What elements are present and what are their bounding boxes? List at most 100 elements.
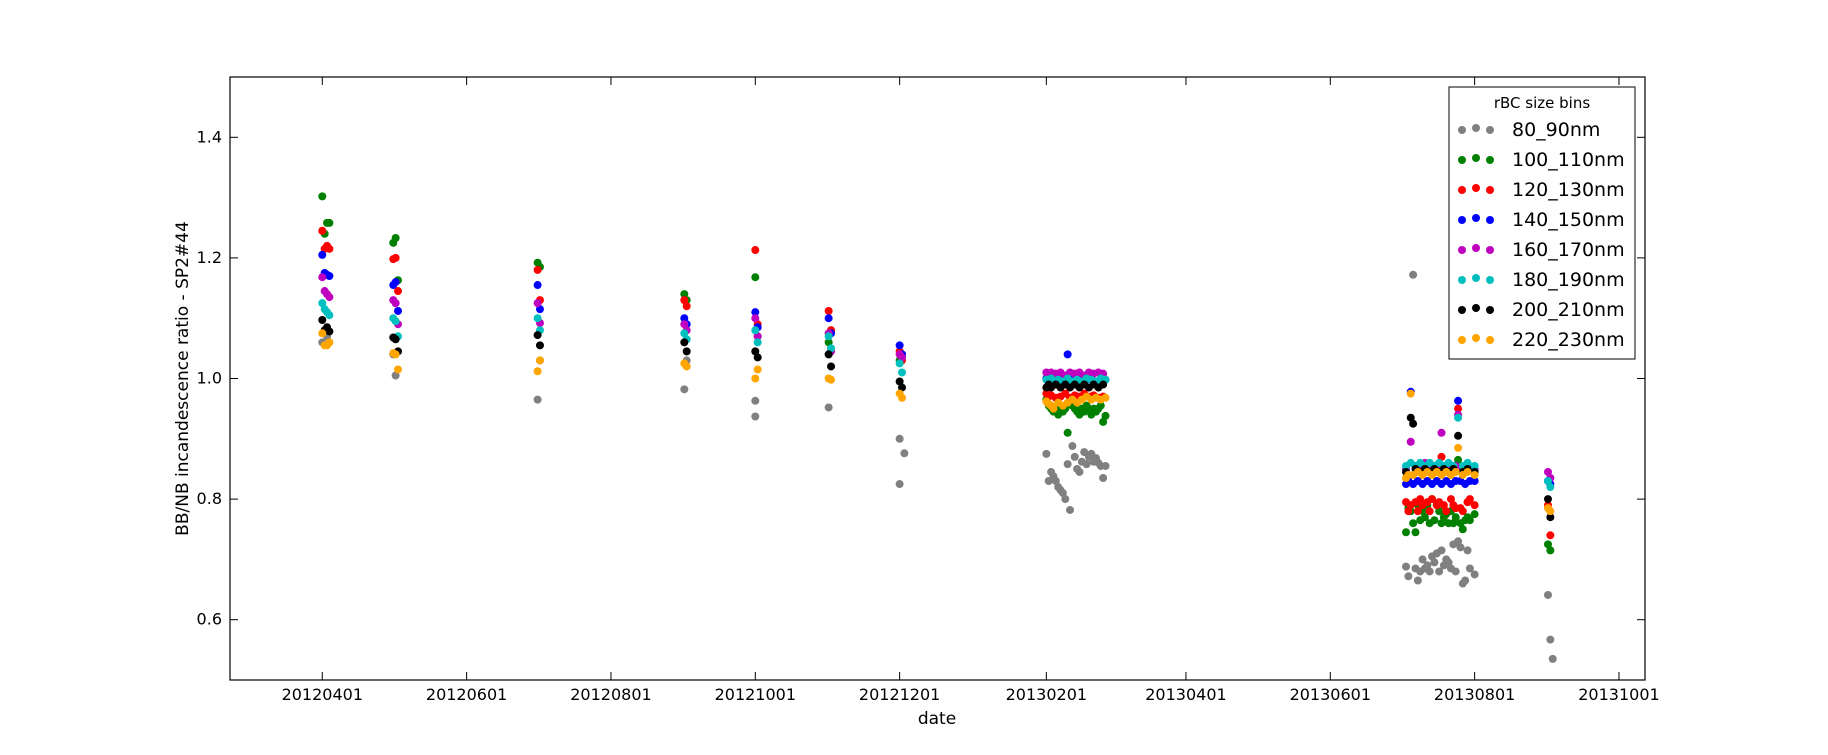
legend-marker [1458, 156, 1466, 164]
x-tick-label: 20130201 [1006, 685, 1087, 704]
data-point [1063, 428, 1072, 437]
data-point [680, 296, 689, 305]
y-tick-label: 1.4 [197, 127, 222, 146]
data-point [680, 385, 689, 394]
data-point [1435, 567, 1444, 576]
data-point [318, 273, 327, 282]
data-point [753, 353, 762, 362]
data-point [1402, 528, 1411, 537]
x-tick-label: 20130601 [1290, 685, 1371, 704]
data-point [827, 362, 836, 371]
legend-marker [1458, 306, 1466, 314]
data-point [1456, 543, 1465, 552]
legend-label: 180_190nm [1512, 269, 1625, 291]
legend-item: 200_210nm [1458, 299, 1625, 321]
data-point [391, 317, 400, 326]
legend-marker [1472, 304, 1480, 312]
data-point [824, 314, 833, 323]
data-point [1546, 531, 1555, 540]
data-point [394, 287, 402, 296]
data-point [753, 338, 762, 347]
data-point [1546, 513, 1555, 522]
data-point [680, 329, 689, 338]
data-point [751, 347, 760, 356]
legend-item: 140_150nm [1458, 209, 1625, 231]
data-point [1442, 507, 1451, 516]
legend-marker [1472, 274, 1480, 282]
data-point [751, 273, 760, 282]
legend-marker [1458, 126, 1466, 134]
data-point [1070, 452, 1079, 461]
data-point [1430, 516, 1439, 525]
data-point [1063, 350, 1072, 359]
data-point [1470, 570, 1479, 579]
data-point [1454, 396, 1463, 405]
data-point [391, 335, 400, 344]
data-point [827, 375, 836, 384]
data-point [318, 250, 327, 259]
data-point [391, 278, 400, 287]
x-axis-label: date [918, 709, 956, 729]
data-point [824, 306, 833, 315]
data-point [1546, 635, 1555, 644]
legend-marker [1486, 156, 1494, 164]
legend-label: 200_210nm [1512, 299, 1625, 321]
data-point [1465, 516, 1474, 525]
data-point [1416, 495, 1425, 504]
legend-item: 120_130nm [1458, 179, 1625, 201]
data-point [751, 412, 760, 421]
legend-item: 160_170nm [1458, 239, 1625, 261]
data-point [533, 281, 542, 290]
data-point [325, 327, 334, 336]
data-point [1406, 389, 1415, 398]
data-point [898, 368, 907, 377]
legend-label: 220_230nm [1512, 329, 1625, 351]
data-point [1101, 461, 1110, 470]
x-tick-label: 20120401 [282, 685, 363, 704]
data-point [895, 341, 904, 350]
data-point [1075, 467, 1084, 476]
data-point [1449, 519, 1458, 528]
data-point [1099, 417, 1108, 426]
data-point [1543, 495, 1552, 504]
data-point [1454, 404, 1463, 413]
x-tick-label: 20131001 [1578, 685, 1659, 704]
x-tick-label: 20130801 [1434, 685, 1515, 704]
data-point [898, 353, 907, 362]
data-point [391, 299, 400, 308]
data-point [1402, 562, 1411, 571]
data-point [1096, 401, 1105, 410]
legend-marker [1472, 184, 1480, 192]
data-point [1063, 460, 1072, 469]
series-220_230nm [318, 329, 1555, 516]
data-point [824, 338, 833, 347]
data-point [1543, 590, 1552, 599]
data-point [1437, 546, 1446, 555]
data-point [533, 331, 542, 340]
legend-item: 100_110nm [1458, 149, 1625, 171]
legend-marker [1486, 306, 1494, 314]
legend-marker [1472, 244, 1480, 252]
data-point [1418, 555, 1427, 564]
data-point [751, 308, 760, 317]
legend-marker [1458, 216, 1466, 224]
data-point [1435, 507, 1444, 516]
data-point [1413, 507, 1422, 516]
legend-label: 160_170nm [1512, 239, 1625, 261]
data-point [325, 311, 334, 320]
data-point [1465, 564, 1474, 573]
data-point [533, 299, 542, 308]
data-point [533, 265, 542, 274]
data-point [1411, 528, 1420, 537]
data-point [533, 314, 542, 323]
data-point [1439, 501, 1448, 510]
data-point [318, 299, 327, 308]
data-point [1543, 477, 1552, 486]
data-point [1051, 477, 1060, 486]
data-point [1058, 489, 1067, 498]
data-point [1082, 460, 1091, 469]
legend-marker [1486, 246, 1494, 254]
legend-label: 120_130nm [1512, 179, 1625, 201]
data-point [318, 192, 327, 201]
data-point [1404, 507, 1413, 516]
